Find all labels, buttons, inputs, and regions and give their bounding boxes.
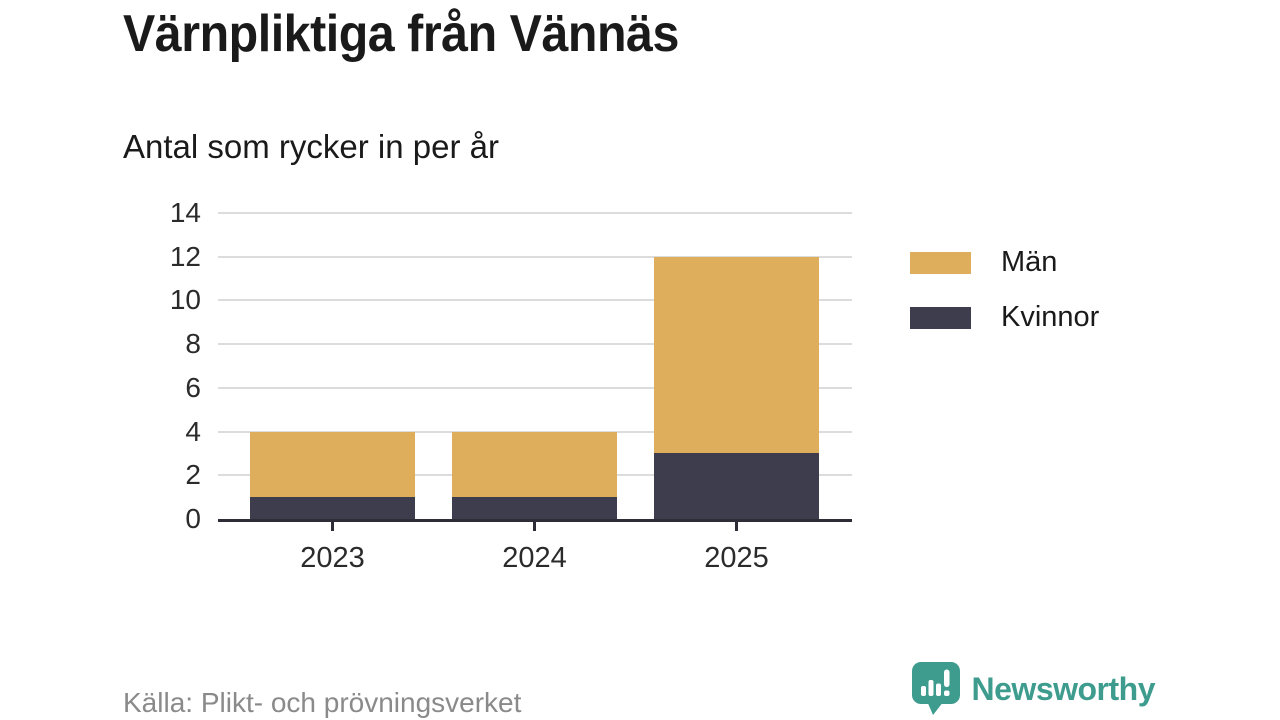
y-tick-label-0: 0 bbox=[185, 503, 201, 534]
bar-2024-kvinnor bbox=[452, 497, 617, 519]
bar-2025-kvinnor bbox=[654, 453, 819, 519]
x-tick-mark-2024 bbox=[533, 522, 536, 531]
y-tick-label-12: 12 bbox=[169, 240, 201, 272]
legend-swatch-kvinnor bbox=[910, 306, 971, 329]
legend-label-män: Män bbox=[1001, 246, 1058, 278]
gridline-y8 bbox=[218, 343, 852, 346]
y-tick-label-14: 14 bbox=[169, 197, 201, 228]
gridline-y6 bbox=[218, 386, 852, 389]
x-tick-label-2023: 2023 bbox=[300, 542, 365, 574]
bar-2023-kvinnor bbox=[250, 497, 415, 519]
newsworthy-logo-icon bbox=[911, 662, 960, 715]
y-tick-label-2: 2 bbox=[185, 459, 201, 491]
gridline-y14 bbox=[218, 212, 852, 214]
brand-name: Newsworthy bbox=[971, 670, 1156, 707]
y-tick-label-8: 8 bbox=[185, 328, 201, 360]
legend-label-kvinnor: Kvinnor bbox=[1001, 301, 1100, 333]
bar-2023-män bbox=[250, 431, 415, 498]
source-note: Källa: Plikt- och prövningsverket bbox=[123, 687, 522, 718]
bar-2024-män bbox=[452, 431, 617, 498]
chart-subtitle: Antal som rycker in per år bbox=[123, 128, 499, 165]
gridline-y12 bbox=[218, 255, 852, 258]
bar-2025-män bbox=[654, 256, 819, 454]
y-tick-label-4: 4 bbox=[185, 415, 201, 447]
y-tick-label-10: 10 bbox=[169, 284, 201, 316]
x-axis-line bbox=[218, 519, 852, 522]
legend-swatch-män bbox=[910, 251, 971, 274]
legend-item-män: Män bbox=[910, 246, 1099, 279]
x-tick-mark-2025 bbox=[735, 522, 738, 531]
gridline-y4 bbox=[218, 430, 852, 433]
y-tick-label-6: 6 bbox=[185, 371, 201, 403]
x-tick-label-2025: 2025 bbox=[704, 542, 769, 574]
brand-logo: Newsworthy bbox=[911, 662, 1156, 716]
chart-legend: Män Kvinnor bbox=[910, 246, 1099, 356]
x-tick-mark-2023 bbox=[331, 522, 334, 531]
x-tick-label-2024: 2024 bbox=[502, 542, 567, 574]
legend-item-kvinnor: Kvinnor bbox=[910, 301, 1099, 334]
plot-area bbox=[218, 212, 852, 519]
chart-title: Värnpliktiga från Vännäs bbox=[123, 5, 679, 63]
gridline-y10 bbox=[218, 299, 852, 302]
